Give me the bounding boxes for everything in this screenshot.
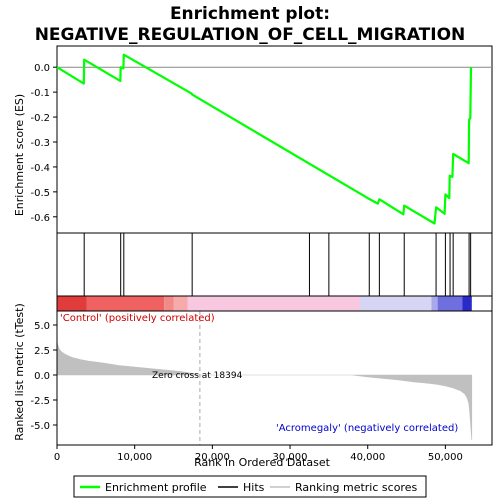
hits-frame (56, 232, 493, 297)
legend-label-ranking-metric-scores: Ranking metric scores (295, 481, 417, 494)
heatmap-segment (57, 296, 87, 311)
es-y-tick-label: 0.0 (34, 63, 50, 74)
es-y-tick-label: -0.4 (30, 163, 50, 174)
es-panel: 0.0 -0.1 -0.2 -0.3 -0.4 -0.5 -0.6 (30, 45, 493, 234)
es-y-tick-label: -0.1 (30, 88, 50, 99)
enrichment-profile-line (56, 53, 473, 225)
legend-label-enrichment-profile: Enrichment profile (105, 481, 207, 494)
x-axis-label: Rank in Ordered Dataset (194, 456, 331, 469)
metric-y-tick-label: 5.0 (34, 321, 50, 332)
hits-panel (56, 232, 493, 297)
metric-y-tick-label: 2.5 (34, 346, 50, 357)
legend-box (73, 475, 427, 498)
chart-title-line-2: NEGATIVE_REGULATION_OF_CELL_MIGRATION (35, 25, 466, 45)
x-tick-label: 10,000 (117, 452, 152, 463)
heatmap-segment (187, 296, 360, 311)
heatmap-segment (173, 296, 188, 311)
heatmap-segment (86, 296, 165, 311)
legend: Enrichment profile Hits Ranking metric sco… (73, 475, 427, 498)
legend-label-hits: Hits (243, 481, 265, 494)
metric-y-axis-label: Ranked list metric (tTest) (13, 303, 26, 440)
x-tick-label: 20,000 (195, 452, 230, 463)
es-plot-frame (56, 45, 493, 234)
negative-correlation-label: 'Acromegaly' (negatively correlated) (276, 423, 458, 434)
es-y-axis-label: Enrichment score (ES) (13, 94, 26, 216)
x-tick-label: 50,000 (428, 452, 463, 463)
zero-cross-label: Zero cross at 18394 (152, 371, 243, 381)
x-tick-label: 40,000 (350, 452, 385, 463)
es-y-tick-label: -0.2 (30, 113, 50, 124)
heatmap-segment (164, 296, 174, 311)
metric-panel: 5.0 2.5 0.0 -2.5 -5.0 0 10,000 20,000 30,000 40,0… (30, 310, 493, 463)
metric-plot-frame (56, 310, 493, 446)
es-y-tick-label: -0.6 (30, 213, 50, 224)
ranked-list-heatmap (56, 295, 493, 312)
heatmap-segment (437, 296, 463, 311)
x-tick-label: 30,000 (273, 452, 308, 463)
x-tick-label: 0 (54, 452, 60, 463)
metric-y-tick-label: 0.0 (34, 371, 50, 382)
ranking-metric-area (56, 340, 473, 441)
metric-y-tick-label: -2.5 (30, 396, 50, 407)
es-y-tick-label: -0.5 (30, 188, 50, 199)
es-y-tick-label: -0.3 (30, 138, 50, 149)
chart-title-line-1: Enrichment plot: (170, 4, 330, 24)
positive-correlation-label: 'Control' (positively correlated) (60, 313, 215, 324)
metric-y-tick-label: -5.0 (30, 421, 50, 432)
heatmap-segment (359, 296, 432, 311)
heatmap-segment (431, 296, 438, 311)
heatmap-segment (462, 296, 472, 311)
